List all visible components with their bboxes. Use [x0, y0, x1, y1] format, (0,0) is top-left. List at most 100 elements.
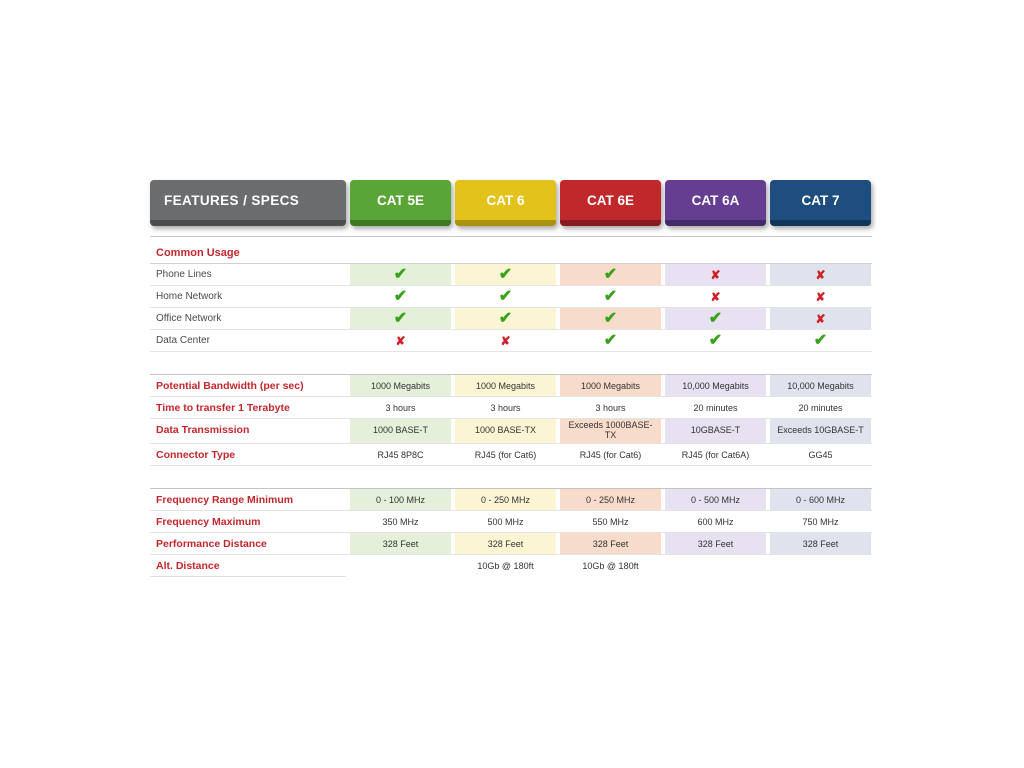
value-cell: 600 MHz	[697, 516, 734, 527]
check-icon: ✔	[393, 287, 408, 305]
column-header-label: CAT 6A	[691, 192, 740, 208]
table-header-row: FEATURES / SPECS CAT 5E CAT 6 CAT 6E CAT…	[150, 180, 872, 226]
row-alt-distance: Alt. Distance 10Gb @ 180ft 10Gb @ 180ft	[150, 555, 872, 577]
check-icon: ✔	[498, 265, 513, 283]
check-icon: ✔	[603, 265, 618, 283]
value-cell: 20 minutes	[798, 402, 843, 413]
column-header-cat5e: CAT 5E	[350, 180, 451, 226]
check-icon: ✔	[708, 309, 723, 327]
value-cell: 1000 Megabits	[350, 375, 451, 396]
row-label: Alt. Distance	[150, 555, 346, 577]
value-cell: 0 - 250 MHz	[560, 489, 661, 510]
value-cell: 350 MHz	[382, 516, 419, 527]
row-label: Phone Lines	[156, 269, 212, 280]
value-cell: GG45	[808, 449, 833, 460]
check-icon: ✔	[498, 309, 513, 327]
column-header-label: CAT 5E	[376, 192, 424, 208]
row-connector-type: Connector Type RJ45 8P8C RJ45 (for Cat6)…	[150, 444, 872, 466]
row-home-network: Home Network ✔ ✔ ✔ ✘ ✘	[150, 286, 872, 308]
features-specs-header: FEATURES / SPECS	[150, 180, 346, 226]
row-frequency-maximum: Frequency Maximum 350 MHz 500 MHz 550 MH…	[150, 511, 872, 533]
row-label: Performance Distance	[156, 537, 267, 550]
check-icon: ✔	[393, 309, 408, 327]
value-cell: 3 hours	[595, 402, 626, 413]
header-divider	[150, 226, 872, 237]
row-label: Potential Bandwidth (per sec)	[156, 379, 304, 392]
value-cell: Exceeds 10GBASE-T	[770, 419, 871, 443]
row-label: Time to transfer 1 Terabyte	[156, 401, 290, 414]
row-label: Connector Type	[156, 448, 236, 461]
value-cell: RJ45 (for Cat6)	[579, 449, 642, 460]
column-header-cat6: CAT 6	[455, 180, 556, 226]
value-cell: 328 Feet	[770, 533, 871, 554]
check-icon: ✔	[708, 331, 723, 349]
column-header-label: CAT 6	[486, 192, 525, 208]
column-header-cat6e: CAT 6E	[560, 180, 661, 226]
row-label: Data Transmission	[156, 424, 250, 437]
cross-icon: ✘	[710, 267, 721, 282]
value-cell: 328 Feet	[665, 533, 766, 554]
row-performance-distance: Performance Distance 328 Feet 328 Feet 3…	[150, 533, 872, 555]
value-cell: 10Gb @ 180ft	[477, 561, 534, 571]
section-row-common-usage: Common Usage	[150, 242, 872, 264]
value-cell: RJ45 (for Cat6)	[474, 449, 537, 460]
check-icon: ✔	[813, 331, 828, 349]
cross-icon: ✘	[710, 289, 721, 304]
value-cell: 328 Feet	[455, 533, 556, 554]
row-potential-bandwidth: Potential Bandwidth (per sec) 1000 Megab…	[150, 375, 872, 397]
value-cell: 3 hours	[385, 402, 416, 413]
cross-icon: ✘	[395, 333, 406, 348]
value-cell: 1000 BASE-TX	[455, 419, 556, 443]
check-icon: ✔	[603, 287, 618, 305]
check-icon: ✔	[393, 265, 408, 283]
value-cell: 500 MHz	[487, 516, 524, 527]
column-header-label: CAT 7	[801, 192, 840, 208]
value-cell: 1000 Megabits	[455, 375, 556, 396]
row-phone-lines: Phone Lines ✔ ✔ ✔ ✘ ✘	[150, 264, 872, 286]
column-header-cat7: CAT 7	[770, 180, 871, 226]
column-header-label: CAT 6E	[586, 192, 634, 208]
value-cell: RJ45 (for Cat6A)	[681, 449, 750, 460]
value-cell: 0 - 600 MHz	[770, 489, 871, 510]
value-cell	[770, 555, 871, 577]
row-label: Home Network	[156, 291, 223, 302]
section-gap	[150, 466, 872, 489]
value-cell: 3 hours	[490, 402, 521, 413]
value-cell: 550 MHz	[592, 516, 629, 527]
column-header-cat6a: CAT 6A	[665, 180, 766, 226]
cross-icon: ✘	[815, 267, 826, 282]
value-cell: 328 Feet	[560, 533, 661, 554]
check-icon: ✔	[603, 309, 618, 327]
value-cell: 1000 Megabits	[560, 375, 661, 396]
value-cell: 10,000 Megabits	[665, 375, 766, 396]
value-cell: 10Gb @ 180ft	[582, 561, 639, 571]
value-cell: 328 Feet	[350, 533, 451, 554]
row-label: Data Center	[156, 335, 210, 346]
value-cell: 0 - 250 MHz	[455, 489, 556, 510]
value-cell: RJ45 8P8C	[377, 449, 424, 460]
row-data-center: Data Center ✘ ✘ ✔ ✔ ✔	[150, 330, 872, 352]
value-cell: 0 - 100 MHz	[350, 489, 451, 510]
value-cell	[350, 555, 451, 577]
section-title: Common Usage	[156, 246, 240, 259]
row-time-to-transfer: Time to transfer 1 Terabyte 3 hours 3 ho…	[150, 397, 872, 419]
row-data-transmission: Data Transmission 1000 BASE-T 1000 BASE-…	[150, 419, 872, 444]
value-cell	[665, 555, 766, 577]
row-label: Frequency Maximum	[156, 515, 261, 528]
features-specs-label: FEATURES / SPECS	[164, 192, 300, 208]
cross-icon: ✘	[815, 289, 826, 304]
row-office-network: Office Network ✔ ✔ ✔ ✔ ✘	[150, 308, 872, 330]
cable-category-comparison-table: FEATURES / SPECS CAT 5E CAT 6 CAT 6E CAT…	[150, 180, 872, 577]
check-icon: ✔	[603, 331, 618, 349]
row-frequency-range-minimum: Frequency Range Minimum 0 - 100 MHz 0 - …	[150, 489, 872, 511]
section-gap	[150, 352, 872, 375]
value-cell: 20 minutes	[693, 402, 738, 413]
cross-icon: ✘	[815, 311, 826, 326]
value-cell: 0 - 500 MHz	[665, 489, 766, 510]
row-label: Office Network	[156, 313, 222, 324]
value-cell: 10,000 Megabits	[770, 375, 871, 396]
value-cell: 1000 BASE-T	[350, 419, 451, 443]
value-cell: 10GBASE-T	[665, 419, 766, 443]
value-cell: 750 MHz	[802, 516, 839, 527]
cross-icon: ✘	[500, 333, 511, 348]
